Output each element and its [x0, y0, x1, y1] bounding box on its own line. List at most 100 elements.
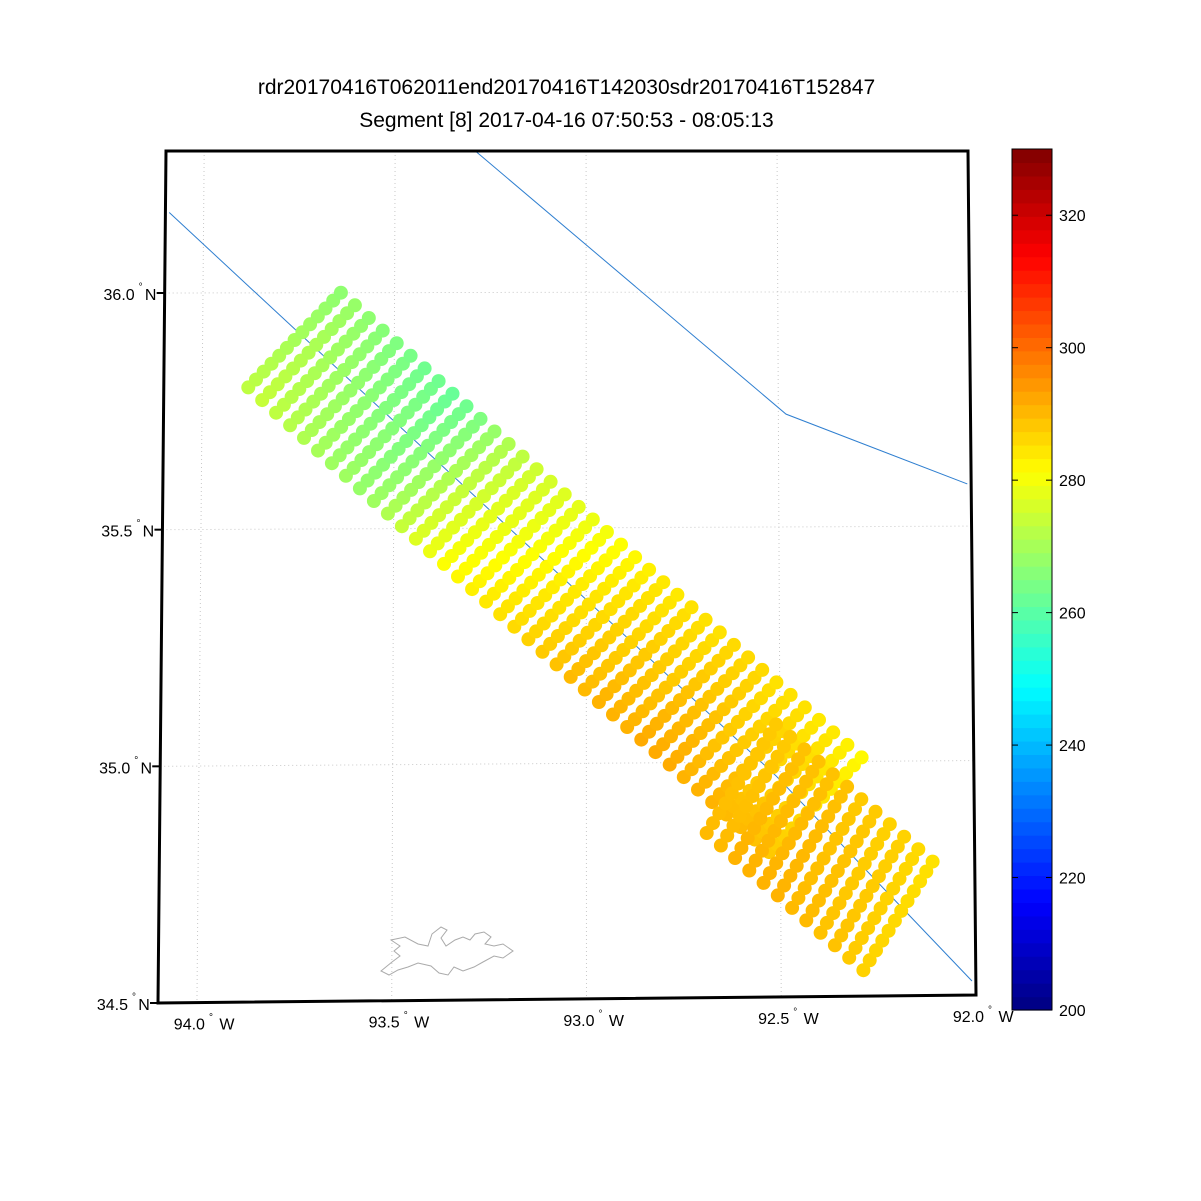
swath-point [742, 863, 757, 878]
swath-point [797, 742, 812, 757]
colorbar-segment [1012, 350, 1052, 365]
colorbar-segment [1012, 216, 1052, 231]
swath-point [487, 424, 502, 439]
swath-point [726, 637, 741, 652]
swath-point [557, 487, 572, 502]
colorbar-segment [1012, 202, 1052, 217]
latitude-hemisphere: N [143, 524, 155, 541]
swath-point [417, 361, 432, 376]
colorbar-tick-label: 280 [1059, 473, 1086, 490]
longitude-hemisphere: W [609, 1013, 625, 1030]
colorbar-segment [1012, 875, 1052, 890]
colorbar-segment [1012, 566, 1052, 581]
longitude-tick-label: 94.0 [174, 1017, 205, 1034]
swath-point [347, 298, 362, 313]
colorbar-segment [1012, 391, 1052, 406]
colorbar-tick-label: 200 [1059, 1003, 1086, 1020]
degree-symbol: ° [132, 992, 136, 1003]
swath-point [826, 725, 841, 740]
colorbar-segment [1012, 633, 1052, 648]
colorbar: 200 220 240 260 280 300 320 [1011, 148, 1086, 1020]
colorbar-segment [1012, 687, 1052, 702]
colorbar-segment [1012, 431, 1052, 446]
meridian-line [196, 150, 205, 1003]
degree-symbol: ° [134, 755, 138, 766]
swath-point [585, 512, 600, 527]
colorbar-segment [1012, 673, 1052, 688]
colorbar-segment [1012, 418, 1052, 433]
swath-point [571, 499, 586, 514]
colorbar-segment [1012, 229, 1052, 244]
swath-point [670, 587, 685, 602]
latitude-hemisphere: N [140, 760, 152, 777]
swath-point [684, 600, 699, 615]
plot-title: rdr20170416T062011end20170416T142030sdr2… [257, 76, 876, 99]
colorbar-segment [1012, 149, 1052, 164]
swath-point [755, 662, 770, 677]
swath-point [825, 767, 840, 782]
longitude-tick-label: 92.5 [758, 1011, 789, 1028]
swath-point [445, 386, 460, 401]
swath-point [698, 612, 713, 627]
swath-point [529, 462, 544, 477]
colorbar-border [1011, 148, 1053, 1011]
colorbar-segment [1012, 902, 1052, 917]
swath-point [628, 550, 643, 565]
colorbar-segment [1012, 512, 1052, 527]
colorbar-segment [1012, 781, 1052, 796]
swath-point [389, 336, 404, 351]
longitude-tick-label: 93.0 [563, 1013, 594, 1030]
degree-symbol: ° [988, 1005, 992, 1016]
parallel-line [164, 291, 970, 294]
swath-point [811, 754, 826, 769]
colorbar-segment [1012, 579, 1052, 594]
colorbar-segment [1012, 862, 1052, 877]
latitude-hemisphere: N [145, 287, 157, 304]
colorbar-segment [1012, 835, 1052, 850]
colorbar-segment [1012, 592, 1052, 607]
latitude-tick-label: 35.0 [99, 760, 130, 777]
colorbar-segment [1012, 243, 1052, 258]
colorbar-segment [1012, 552, 1052, 567]
colorbar-segment [1012, 767, 1052, 782]
longitude-tick-label: 92.0 [953, 1009, 984, 1026]
longitude-tick-label: 93.5 [369, 1015, 400, 1032]
latitude-tick-labels: 36.0 ° N35.5 ° N35.0 ° N34.5 ° N [97, 282, 165, 1014]
map-frame [156, 149, 978, 1005]
colorbar-segment [1012, 794, 1052, 809]
colorbar-segment [1012, 458, 1052, 473]
colorbar-tick-label: 220 [1059, 871, 1086, 888]
colorbar-segment [1012, 996, 1052, 1011]
swath-point [854, 750, 869, 765]
colorbar-segment [1012, 337, 1052, 352]
colorbar-segment [1012, 929, 1052, 944]
latitude-tick-label: 36.0 [104, 287, 135, 304]
orbit-track-line [475, 151, 968, 485]
swath-point [740, 831, 755, 846]
swath-point [769, 717, 783, 732]
colorbar-segment [1012, 821, 1052, 836]
swath-point [739, 799, 754, 813]
colorbar-segment [1012, 606, 1052, 621]
colorbar-segment [1012, 969, 1052, 984]
latitude-tick-label: 34.5 [97, 997, 128, 1014]
swath-point [361, 311, 376, 325]
colorbar-segment [1012, 296, 1052, 312]
swath-points [241, 285, 940, 978]
longitude-tick-labels: 94.0 ° W 93.5 ° W 93.0 ° W 92.5 ° W 92.0 ° W [174, 1005, 1015, 1034]
colorbar-segment [1012, 619, 1052, 634]
longitude-hemisphere: W [998, 1009, 1014, 1026]
colorbar-segment [1012, 646, 1052, 661]
colorbar-segment [1012, 942, 1052, 957]
swath-point [515, 449, 530, 464]
colorbar-segment [1012, 754, 1052, 769]
colorbar-tick-label: 300 [1059, 341, 1086, 358]
colorbar-segment [1012, 714, 1052, 729]
swath-point [614, 537, 628, 552]
swath-point [925, 854, 940, 869]
swath-point [868, 804, 883, 819]
colorbar-segment [1012, 256, 1052, 271]
lake-outline [380, 926, 514, 976]
swath-point [403, 348, 418, 363]
colorbar-segment [1012, 525, 1052, 540]
